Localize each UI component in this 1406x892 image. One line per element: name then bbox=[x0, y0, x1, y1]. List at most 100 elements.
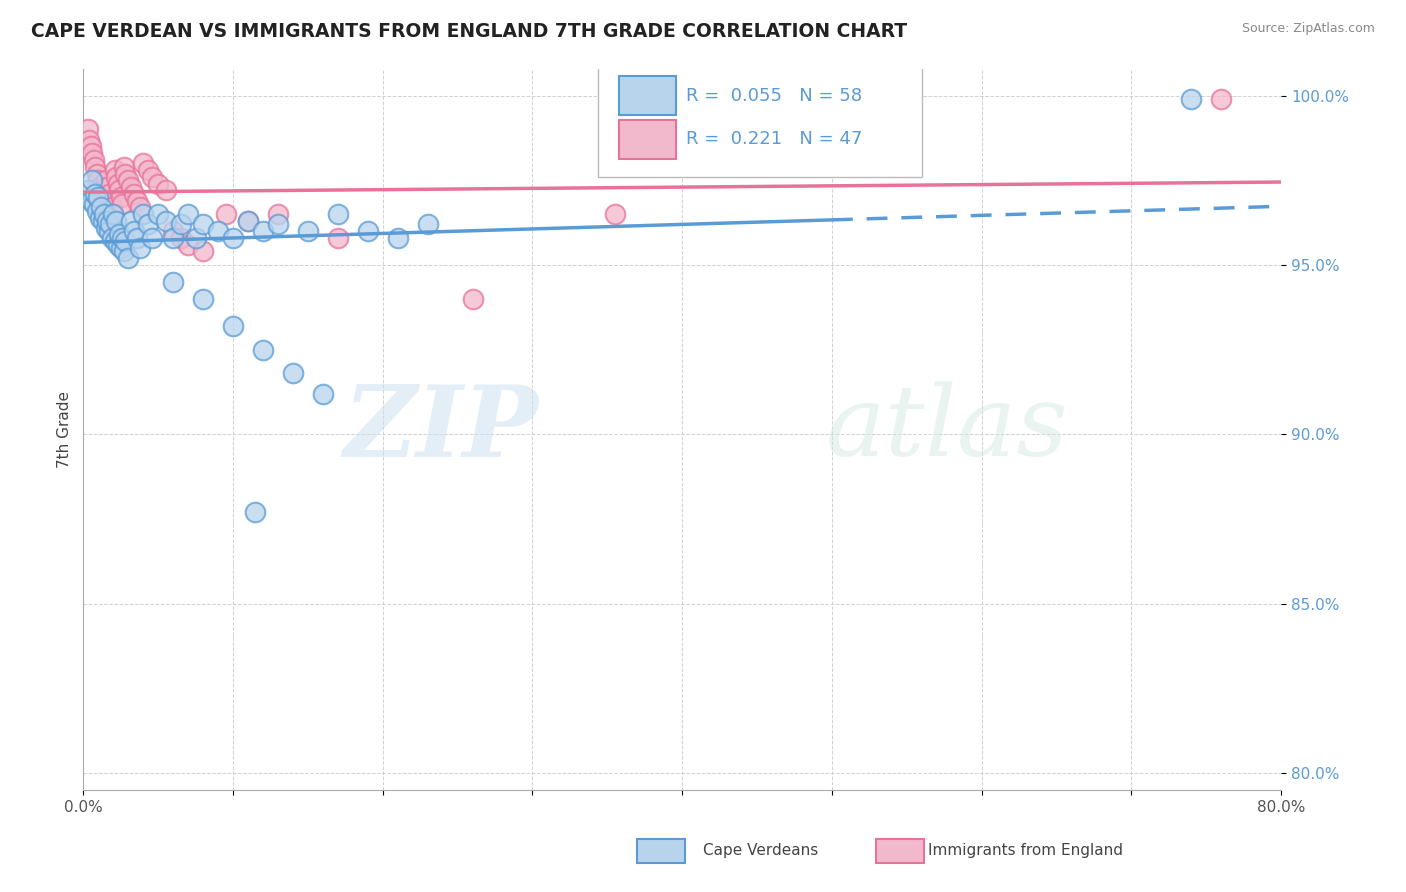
Text: atlas: atlas bbox=[825, 382, 1069, 477]
Point bbox=[108, 183, 131, 197]
Point bbox=[155, 214, 177, 228]
Point bbox=[312, 386, 335, 401]
Point bbox=[136, 217, 159, 231]
Point bbox=[96, 214, 118, 228]
Point bbox=[267, 217, 290, 231]
Point bbox=[111, 231, 134, 245]
FancyBboxPatch shape bbox=[619, 120, 676, 160]
Point bbox=[461, 292, 484, 306]
FancyBboxPatch shape bbox=[599, 65, 922, 177]
Point bbox=[132, 207, 155, 221]
Point bbox=[1211, 92, 1233, 106]
Point bbox=[82, 173, 104, 187]
Point bbox=[236, 214, 259, 228]
Y-axis label: 7th Grade: 7th Grade bbox=[58, 391, 72, 467]
Point bbox=[114, 167, 136, 181]
Point bbox=[155, 183, 177, 197]
Point bbox=[245, 505, 267, 519]
Point bbox=[214, 207, 236, 221]
Point bbox=[107, 237, 129, 252]
Point bbox=[82, 146, 104, 161]
Point bbox=[108, 227, 131, 242]
Point bbox=[120, 180, 142, 194]
Point bbox=[89, 180, 111, 194]
Point bbox=[91, 214, 114, 228]
Point bbox=[98, 217, 121, 231]
Point bbox=[80, 194, 103, 208]
Point bbox=[76, 183, 98, 197]
Text: Immigrants from England: Immigrants from England bbox=[928, 844, 1123, 858]
Point bbox=[97, 224, 120, 238]
Point bbox=[94, 220, 117, 235]
Point bbox=[357, 224, 380, 238]
Text: R =  0.055   N = 58: R = 0.055 N = 58 bbox=[686, 87, 862, 105]
Point bbox=[117, 251, 139, 265]
Point bbox=[90, 200, 112, 214]
Point bbox=[103, 207, 125, 221]
Point bbox=[117, 173, 139, 187]
Point bbox=[97, 186, 120, 201]
Point bbox=[136, 163, 159, 178]
Point bbox=[112, 244, 135, 259]
Point bbox=[105, 169, 128, 184]
Point bbox=[110, 190, 132, 204]
Text: ZIP: ZIP bbox=[343, 381, 538, 477]
Point bbox=[122, 224, 145, 238]
Point bbox=[252, 343, 274, 357]
Point bbox=[104, 234, 127, 248]
Point bbox=[169, 217, 191, 231]
Point bbox=[222, 318, 245, 333]
Point bbox=[267, 207, 290, 221]
Point bbox=[120, 214, 142, 228]
Point bbox=[86, 203, 108, 218]
Point bbox=[110, 241, 132, 255]
Point bbox=[90, 186, 112, 201]
Point bbox=[177, 207, 200, 221]
Point bbox=[127, 231, 149, 245]
Text: CAPE VERDEAN VS IMMIGRANTS FROM ENGLAND 7TH GRADE CORRELATION CHART: CAPE VERDEAN VS IMMIGRANTS FROM ENGLAND … bbox=[31, 22, 907, 41]
Point bbox=[93, 197, 115, 211]
Text: Source: ZipAtlas.com: Source: ZipAtlas.com bbox=[1241, 22, 1375, 36]
Point bbox=[326, 231, 349, 245]
Point bbox=[603, 207, 626, 221]
Point bbox=[132, 156, 155, 170]
Point bbox=[87, 173, 110, 187]
Point bbox=[105, 214, 128, 228]
Point bbox=[91, 190, 114, 204]
Point bbox=[111, 197, 134, 211]
Point bbox=[184, 231, 207, 245]
Text: R =  0.221   N = 47: R = 0.221 N = 47 bbox=[686, 130, 862, 148]
Point bbox=[84, 160, 107, 174]
Point bbox=[96, 180, 118, 194]
Point bbox=[127, 194, 149, 208]
Point bbox=[416, 217, 439, 231]
Point bbox=[103, 207, 125, 221]
Text: Cape Verdeans: Cape Verdeans bbox=[703, 844, 818, 858]
Point bbox=[252, 224, 274, 238]
Point bbox=[162, 224, 184, 238]
Point bbox=[89, 211, 111, 225]
Point bbox=[191, 244, 214, 259]
Point bbox=[141, 169, 163, 184]
Point bbox=[387, 231, 409, 245]
Point bbox=[169, 231, 191, 245]
Point bbox=[281, 367, 304, 381]
Point bbox=[1180, 92, 1202, 106]
Point bbox=[146, 177, 169, 191]
Point bbox=[98, 194, 121, 208]
Point bbox=[80, 139, 103, 153]
Point bbox=[207, 224, 229, 238]
Point bbox=[177, 237, 200, 252]
Point bbox=[191, 217, 214, 231]
Point bbox=[114, 234, 136, 248]
Point bbox=[83, 153, 105, 167]
Point bbox=[107, 177, 129, 191]
Point bbox=[162, 275, 184, 289]
Point bbox=[104, 163, 127, 178]
Point bbox=[162, 231, 184, 245]
Point bbox=[122, 186, 145, 201]
Point bbox=[84, 186, 107, 201]
Point bbox=[297, 224, 319, 238]
Point bbox=[326, 207, 349, 221]
Point bbox=[141, 231, 163, 245]
